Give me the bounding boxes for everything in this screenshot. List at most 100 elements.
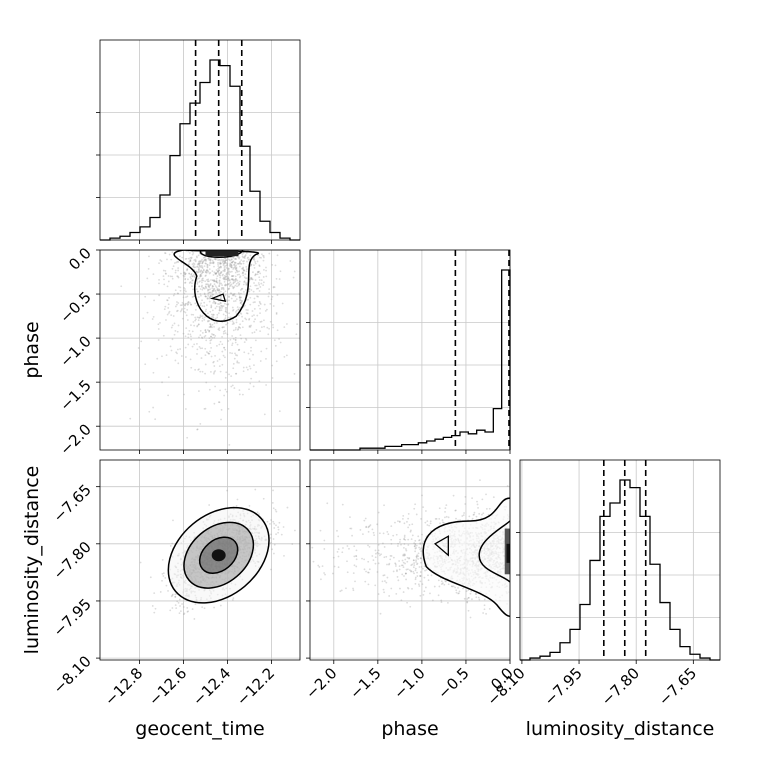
panel-hist-luminosity_distance: −8.10 −7.95 −7.80 −7.65 <box>484 459 721 709</box>
scatter-point <box>283 355 286 358</box>
scatter-point <box>202 271 205 274</box>
scatter-point <box>378 532 381 535</box>
scatter-point <box>171 267 174 270</box>
scatter-point <box>216 313 219 316</box>
scatter-point <box>229 316 232 319</box>
scatter-point <box>200 266 202 268</box>
scatter-point <box>367 571 369 574</box>
scatter-point <box>404 572 407 575</box>
scatter-point <box>234 265 236 268</box>
scatter-point <box>258 265 261 268</box>
scatter-point <box>204 407 207 410</box>
scatter-point <box>415 559 417 562</box>
scatter-point <box>165 354 168 357</box>
scatter-point <box>280 452 282 454</box>
scatter-point <box>201 319 204 322</box>
scatter-point <box>414 539 417 542</box>
scatter-point <box>187 301 190 304</box>
scatter-point <box>232 260 235 263</box>
scatter-point <box>187 610 189 613</box>
scatter-point <box>227 272 230 275</box>
scatter-point <box>418 539 420 542</box>
scatter-point <box>363 558 366 561</box>
scatter-point <box>213 336 216 339</box>
scatter-point <box>238 361 240 364</box>
scatter-point <box>424 569 426 572</box>
scatter-point <box>259 302 261 304</box>
scatter-point <box>396 576 399 578</box>
scatter-point <box>227 277 229 280</box>
scatter-point <box>242 269 245 272</box>
scatter-point <box>241 253 244 256</box>
scatter-point <box>253 314 255 317</box>
scatter-point <box>452 585 455 588</box>
scatter-point <box>236 354 239 357</box>
scatter-point <box>194 316 197 319</box>
scatter-point <box>401 559 404 562</box>
scatter-point <box>180 309 183 312</box>
scatter-point <box>173 322 176 325</box>
scatter-point <box>483 598 486 601</box>
scatter-point <box>220 304 222 307</box>
scatter-point <box>230 283 233 286</box>
scatter-point <box>213 322 216 325</box>
scatter-point <box>202 279 205 282</box>
scatter-point <box>406 601 408 604</box>
scatter-point <box>210 306 213 309</box>
scatter-point <box>229 265 232 268</box>
scatter-point <box>249 367 252 370</box>
scatter-point <box>272 286 275 289</box>
scatter-point <box>323 539 326 542</box>
scatter-point <box>153 592 156 595</box>
scatter-point <box>444 510 446 513</box>
scatter-point <box>244 337 247 340</box>
scatter-point <box>450 585 453 588</box>
scatter-point <box>269 320 272 323</box>
scatter-point <box>331 572 334 575</box>
scatter-point <box>204 285 207 288</box>
scatter-point <box>232 321 235 324</box>
scatter-point <box>245 268 248 271</box>
scatter-point <box>212 262 215 265</box>
scatter-point <box>196 324 199 327</box>
scatter-point <box>403 553 406 556</box>
scatter-point <box>161 381 163 384</box>
scatter-point <box>454 509 457 512</box>
scatter-point <box>398 565 401 568</box>
scatter-point <box>224 259 226 262</box>
scatter-point <box>211 259 214 262</box>
scatter-point <box>216 322 218 324</box>
scatter-point <box>210 335 212 338</box>
scatter-point <box>182 303 185 305</box>
scatter-point <box>218 309 221 312</box>
scatter-point <box>172 294 175 297</box>
scatter-point <box>275 524 277 527</box>
scatter-point <box>185 296 187 299</box>
scatter-point <box>194 302 197 305</box>
scatter-point <box>219 276 222 279</box>
scatter-point <box>203 293 206 296</box>
scatter-point <box>222 258 225 261</box>
scatter-point <box>236 273 239 276</box>
scatter-point <box>293 373 296 375</box>
scatter-point <box>380 553 382 556</box>
scatter-point <box>199 275 202 278</box>
scatter-point <box>260 282 263 285</box>
scatter-point <box>211 315 214 317</box>
scatter-point <box>211 285 214 288</box>
scatter-point <box>163 283 166 286</box>
scatter-point <box>187 257 190 260</box>
scatter-point <box>397 542 399 545</box>
scatter-point <box>213 402 216 405</box>
scatter-point <box>201 305 204 307</box>
scatter-point <box>437 594 440 597</box>
scatter-point <box>187 333 190 336</box>
scatter-point <box>212 285 214 288</box>
scatter-point <box>273 543 276 546</box>
scatter-point <box>185 327 188 330</box>
scatter-point <box>237 284 240 287</box>
scatter-point <box>233 264 235 266</box>
scatter-point <box>246 309 249 311</box>
scatter-point <box>199 260 202 263</box>
scatter-point <box>240 259 243 262</box>
